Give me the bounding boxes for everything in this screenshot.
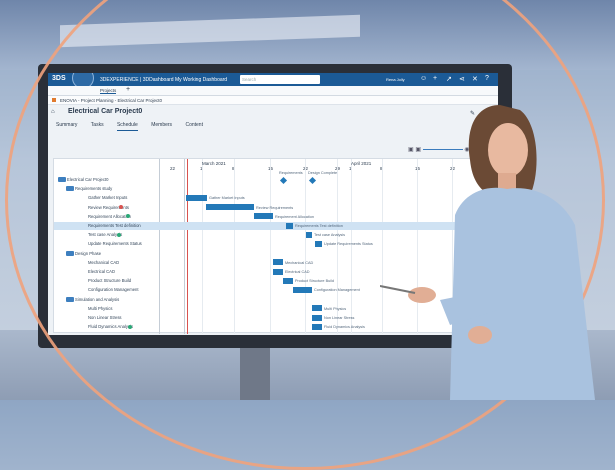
presenter-person [380,105,595,400]
